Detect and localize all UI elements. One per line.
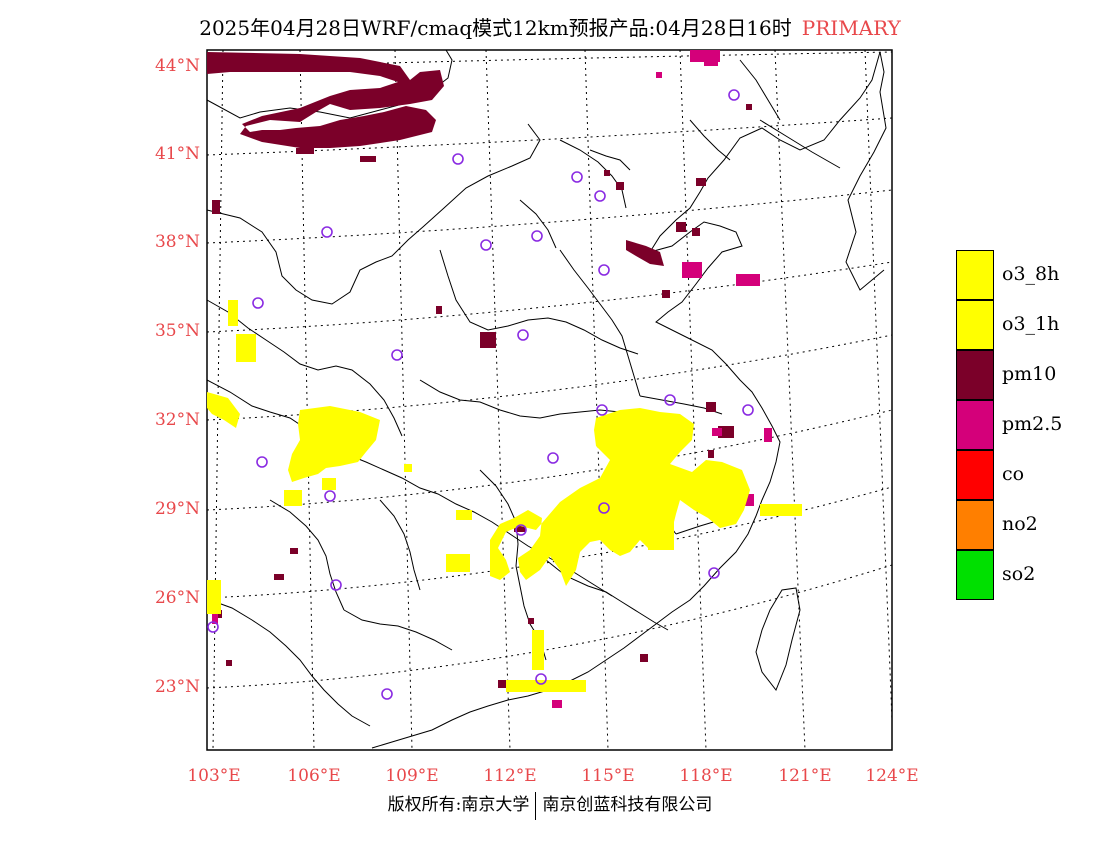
lon-label-103: 103°E [187, 766, 241, 786]
lon-label-118: 118°E [679, 766, 733, 786]
legend-swatch [956, 300, 994, 350]
legend-swatch [956, 250, 994, 300]
legend-label: pm10 [1002, 363, 1057, 385]
map-frame [206, 49, 893, 751]
legend-label: o3_1h [1002, 313, 1060, 335]
title-tag: PRIMARY [801, 16, 901, 40]
legend-swatch [956, 400, 994, 450]
legend-swatch [956, 450, 994, 500]
lon-label-115: 115°E [581, 766, 635, 786]
lat-label-41: 41°N [154, 144, 200, 164]
legend-swatch [956, 500, 994, 550]
footer-left: 版权所有:南京大学 [387, 795, 530, 815]
pm25-patches [212, 50, 772, 708]
title-main: 2025年04月28日WRF/cmaq模式12km预报产品:04月28日16时 [199, 16, 792, 40]
legend-label: pm2.5 [1002, 413, 1063, 435]
lat-label-38: 38°N [154, 232, 200, 252]
footer-divider [535, 791, 537, 820]
legend-label: o3_8h [1002, 263, 1060, 285]
lat-label-26: 26°N [154, 588, 200, 608]
station-markers [207, 89, 754, 700]
o3-patches [207, 300, 802, 692]
footer-right: 南京创蓝科技有限公司 [542, 795, 713, 815]
copyright-footer: 版权所有:南京大学 南京创蓝科技有限公司 [0, 790, 1100, 820]
legend-label: so2 [1002, 563, 1036, 585]
lon-label-124: 124°E [865, 766, 919, 786]
lat-label-29: 29°N [154, 499, 200, 519]
legend-swatch [956, 350, 994, 400]
lon-label-121: 121°E [778, 766, 832, 786]
lon-label-106: 106°E [287, 766, 341, 786]
lat-label-23: 23°N [154, 677, 200, 697]
lat-label-35: 35°N [154, 321, 200, 341]
map-title: 2025年04月28日WRF/cmaq模式12km预报产品:04月28日16时 P… [0, 12, 1100, 41]
legend-swatch [956, 550, 994, 600]
lon-label-109: 109°E [385, 766, 439, 786]
legend-label: no2 [1002, 513, 1038, 535]
lon-label-112: 112°E [483, 766, 537, 786]
lat-label-32: 32°N [154, 410, 200, 430]
legend-label: co [1002, 463, 1025, 485]
lat-label-44: 44°N [154, 56, 200, 76]
